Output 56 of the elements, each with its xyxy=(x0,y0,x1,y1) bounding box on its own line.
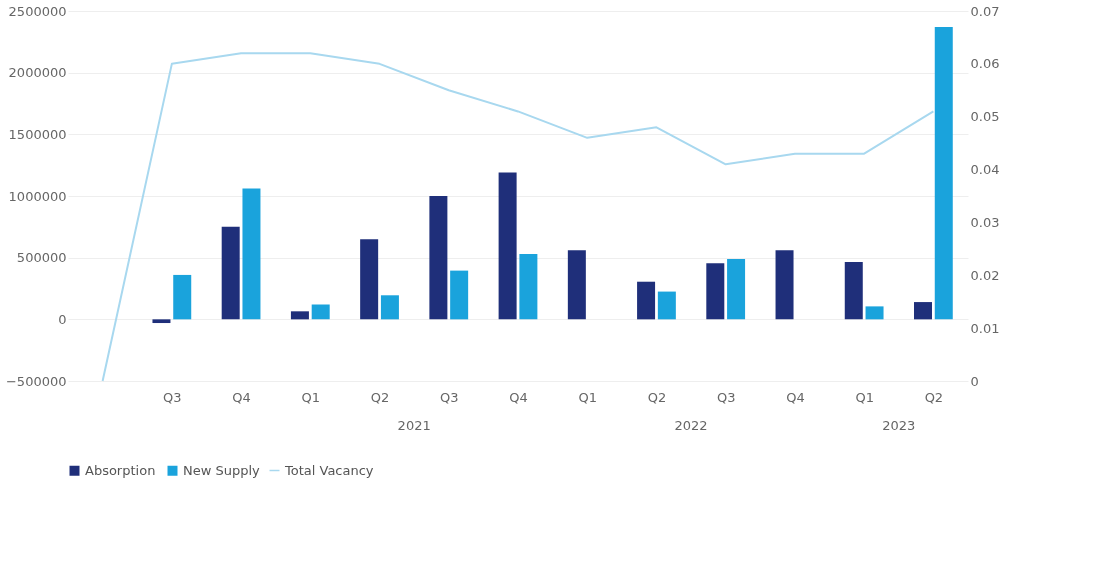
bar xyxy=(450,270,469,320)
bar xyxy=(498,172,517,320)
x-tick-label: Q3 xyxy=(163,389,182,405)
y-tick-label: 2000000 xyxy=(8,65,67,81)
x-tick-label: Q1 xyxy=(578,389,597,405)
x-tick-label: Q4 xyxy=(509,389,528,405)
bar xyxy=(934,27,953,320)
y2-tick-label: 0.07 xyxy=(970,3,1000,19)
legend-label: Absorption xyxy=(85,462,156,478)
bar xyxy=(567,250,586,320)
bar xyxy=(360,239,379,320)
bar xyxy=(706,263,725,320)
y2-tick-label: 0 xyxy=(970,373,979,389)
bar xyxy=(311,304,330,320)
text: 2022 xyxy=(674,418,708,433)
bar xyxy=(637,281,656,320)
x-tick-label: Q1 xyxy=(855,389,874,405)
x-tick-label: Q2 xyxy=(370,389,390,405)
bar xyxy=(242,188,261,320)
bar xyxy=(380,295,399,320)
bar xyxy=(519,253,538,320)
y-tick-label: 2500000 xyxy=(8,3,67,19)
bar xyxy=(865,306,884,320)
bar xyxy=(429,196,448,320)
y2-tick-label: 0.06 xyxy=(970,56,1000,72)
bar xyxy=(914,302,932,320)
x-tick-label: Q2 xyxy=(647,389,667,405)
bar xyxy=(173,274,192,320)
bar xyxy=(152,319,171,324)
bar xyxy=(657,291,676,320)
text: 2021 xyxy=(397,418,431,433)
legend-label: New Supply xyxy=(183,462,261,478)
y2-tick-label: 0.02 xyxy=(970,267,1000,283)
x-tick-label: Q2 xyxy=(924,389,944,405)
x-tick-label: Q4 xyxy=(232,389,251,405)
y2-tick-label: 0.04 xyxy=(970,162,1000,178)
y-tick-label: 500000 xyxy=(16,250,67,266)
bar xyxy=(221,226,240,320)
bar xyxy=(290,311,309,320)
x-tick-label: Q3 xyxy=(440,389,459,405)
bar xyxy=(727,258,746,320)
y-tick-label: −500000 xyxy=(5,373,67,389)
y-tick-label: 0 xyxy=(58,311,67,327)
y-tick-label: 1500000 xyxy=(8,126,67,142)
x-tick-label: Q3 xyxy=(716,389,736,405)
x-tick-label: Q1 xyxy=(301,389,321,405)
y2-tick-label: 0.05 xyxy=(970,109,1000,125)
x-tick-label: Q4 xyxy=(786,389,805,405)
y-tick-label: 1000000 xyxy=(8,188,67,204)
text: 2023 xyxy=(882,418,916,433)
line-series xyxy=(101,52,935,382)
bar xyxy=(844,261,863,320)
bar xyxy=(775,250,794,320)
y2-tick-label: 0.01 xyxy=(970,320,1000,336)
y2-tick-label: 0.03 xyxy=(970,214,1000,230)
legend-label: Total Vacancy xyxy=(284,462,374,478)
